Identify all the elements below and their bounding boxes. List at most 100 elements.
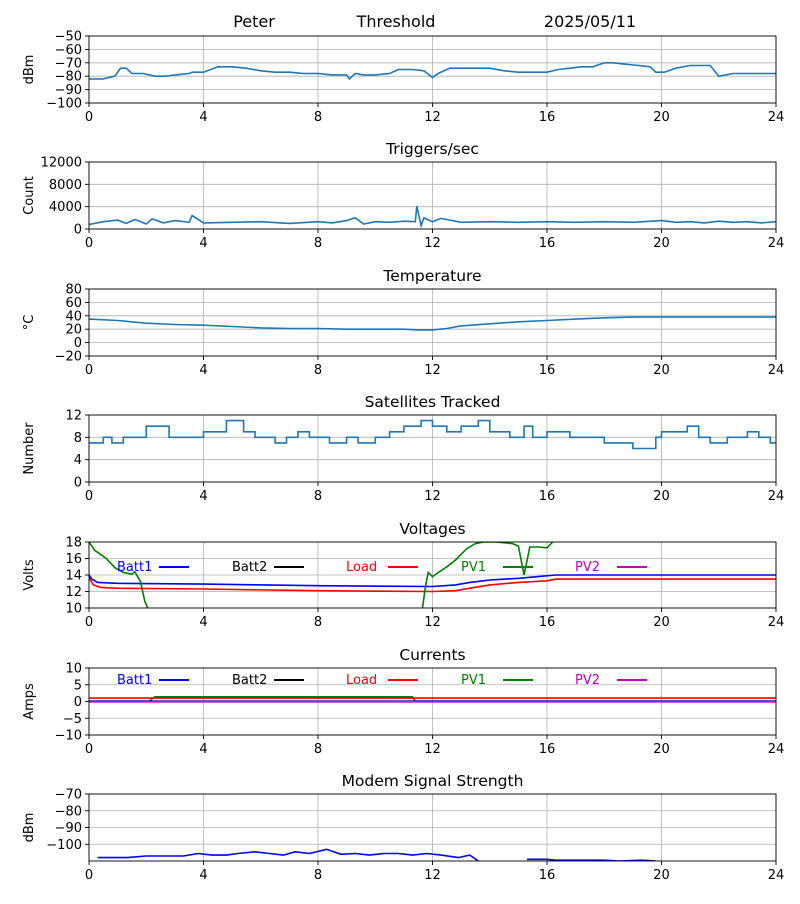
- x-tick-label: 4: [199, 236, 207, 251]
- x-tick-label: 12: [424, 742, 441, 757]
- x-tick-label: 24: [768, 110, 785, 125]
- chart-modem: 0 4 8 12 16 20 24 −100 −90 −80−70 Modem Signal Str…: [22, 772, 784, 883]
- series-line: [89, 419, 776, 450]
- x-tick-label: 4: [199, 489, 207, 504]
- y-tick-label: −70: [55, 788, 82, 803]
- series-line: [89, 577, 776, 593]
- y-tick-label: −90: [55, 83, 82, 98]
- series-line: [89, 542, 149, 608]
- y-tick-label: −50: [55, 30, 82, 45]
- legend-label: Batt2: [232, 673, 267, 688]
- x-tick-label: 0: [85, 742, 93, 757]
- x-tick-label: 4: [199, 868, 207, 883]
- y-tick-label: −60: [55, 43, 82, 58]
- series-line: [89, 574, 776, 588]
- x-tick-label: 4: [199, 742, 207, 757]
- y-axis-label: dBm: [22, 55, 37, 85]
- y-tick-label: −100: [46, 97, 82, 112]
- x-tick-label: 24: [768, 489, 785, 504]
- y-axis-label: Volts: [22, 559, 37, 591]
- header-mode: Threshold: [356, 12, 436, 31]
- x-tick-label: 8: [314, 615, 322, 630]
- x-tick-label: 0: [85, 236, 93, 251]
- y-tick-label: 0: [74, 476, 82, 491]
- x-tick-label: 12: [424, 236, 441, 251]
- x-tick-label: 8: [314, 236, 322, 251]
- chart-title: Temperature: [382, 267, 481, 285]
- x-tick-label: 20: [653, 868, 670, 883]
- x-tick-label: 4: [199, 363, 207, 378]
- y-tick-label: 40: [65, 309, 82, 324]
- x-tick-label: 0: [85, 110, 93, 125]
- y-tick-label: −70: [55, 56, 82, 71]
- y-axis-label: °C: [22, 315, 37, 331]
- x-tick-label: 4: [199, 615, 207, 630]
- x-tick-label: 20: [653, 489, 670, 504]
- x-tick-label: 0: [85, 615, 93, 630]
- x-tick-label: 16: [539, 489, 556, 504]
- x-tick-label: 24: [768, 868, 785, 883]
- y-tick-label: 4: [74, 453, 82, 468]
- y-tick-label: 20: [65, 323, 82, 338]
- x-tick-label: 12: [424, 615, 441, 630]
- chart-title: Satellites Tracked: [365, 393, 501, 411]
- y-tick-label: 18: [65, 536, 82, 551]
- x-tick-label: 16: [539, 615, 556, 630]
- x-tick-label: 16: [539, 868, 556, 883]
- legend-label: Load: [346, 560, 377, 575]
- y-tick-label: −90: [55, 821, 82, 836]
- y-tick-label: 0: [74, 336, 82, 351]
- x-tick-label: 20: [653, 742, 670, 757]
- y-tick-label: 12000: [41, 156, 82, 171]
- y-axis-label: Count: [22, 176, 37, 215]
- x-tick-label: 8: [314, 363, 322, 378]
- x-tick-label: 16: [539, 363, 556, 378]
- x-tick-label: 16: [539, 236, 556, 251]
- series-line: [89, 62, 776, 81]
- x-tick-label: 24: [768, 363, 785, 378]
- x-tick-label: 12: [424, 489, 441, 504]
- chart-triggers: 0 4 8 12 16 20 24 0 4000 8000 12000 Triggers/sec Cou…: [22, 140, 784, 251]
- y-tick-label: 5: [74, 678, 82, 693]
- chart-title: Triggers/sec: [385, 140, 479, 158]
- series-line: [89, 316, 776, 331]
- series-line: [97, 848, 479, 861]
- x-tick-label: 20: [653, 363, 670, 378]
- y-tick-label: 4000: [49, 200, 82, 215]
- x-tick-label: 20: [653, 615, 670, 630]
- x-tick-label: 4: [199, 110, 207, 125]
- y-axis-label: Amps: [22, 683, 37, 720]
- x-tick-label: 0: [85, 489, 93, 504]
- y-tick-label: 10: [65, 662, 82, 677]
- y-tick-label: −20: [55, 350, 82, 365]
- series-line: [421, 542, 554, 608]
- legend-label: Batt1: [117, 560, 152, 575]
- x-tick-label: 24: [768, 742, 785, 757]
- chart-satellites: 0 4 8 12 16 20 24 0 4 8 12 Satellites Tracked Number: [22, 393, 784, 504]
- header-station: Peter: [233, 12, 275, 31]
- y-tick-label: −80: [55, 70, 82, 85]
- legend-label: Batt1: [117, 673, 152, 688]
- y-tick-label: −10: [55, 729, 82, 744]
- legend-label: PV1: [461, 673, 486, 688]
- y-tick-label: 8: [74, 431, 82, 446]
- y-axis-label: Number: [22, 422, 37, 475]
- x-tick-label: 0: [85, 868, 93, 883]
- chart-title: Voltages: [399, 520, 465, 538]
- x-tick-label: 20: [653, 110, 670, 125]
- series-line: [89, 205, 776, 229]
- y-tick-label: −100: [46, 838, 82, 853]
- x-tick-label: 8: [314, 110, 322, 125]
- y-tick-label: 80: [65, 283, 82, 298]
- header-date: 2025/05/11: [544, 12, 636, 31]
- x-tick-label: 12: [424, 110, 441, 125]
- x-tick-label: 0: [85, 363, 93, 378]
- legend-label: PV1: [461, 560, 486, 575]
- y-tick-label: 16: [65, 552, 82, 567]
- x-tick-label: 24: [768, 236, 785, 251]
- x-tick-label: 24: [768, 615, 785, 630]
- x-tick-label: 8: [314, 742, 322, 757]
